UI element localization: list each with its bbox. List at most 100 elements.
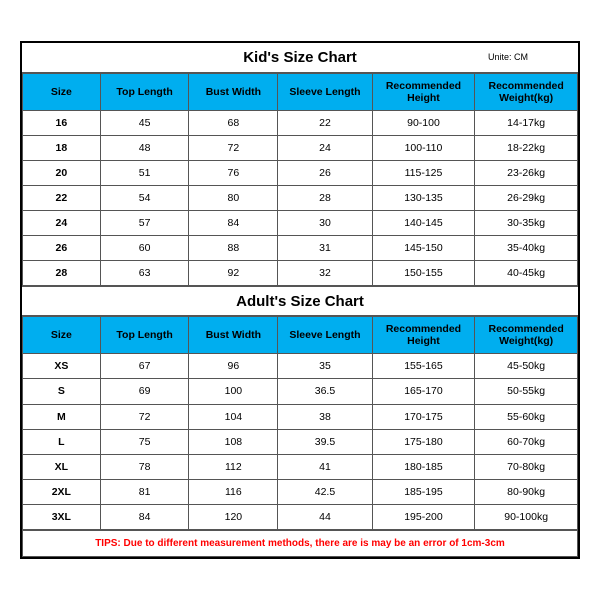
- table-cell: 45: [100, 110, 189, 135]
- unit-label: Unite: CM: [488, 52, 528, 62]
- table-cell: 130-135: [372, 186, 475, 211]
- table-cell: 60: [100, 236, 189, 261]
- kids-table: Size Top Length Bust Width Sleeve Length…: [22, 73, 578, 287]
- table-row: 28639232150-15540-45kg: [23, 261, 578, 286]
- table-cell: 39.5: [278, 429, 372, 454]
- table-cell: 140-145: [372, 211, 475, 236]
- table-row: 1645682290-10014-17kg: [23, 110, 578, 135]
- table-cell: 75: [100, 429, 189, 454]
- col-header: Bust Width: [189, 317, 278, 354]
- table-cell: 41: [278, 454, 372, 479]
- table-cell: 44: [278, 504, 372, 529]
- table-cell: 72: [189, 135, 278, 160]
- table-cell: 51: [100, 160, 189, 185]
- table-cell: 145-150: [372, 236, 475, 261]
- kids-title-row: Kid's Size Chart Unite: CM: [22, 43, 578, 73]
- table-cell: 96: [189, 354, 278, 379]
- col-header: Recommended Weight(kg): [475, 317, 578, 354]
- table-cell: 150-155: [372, 261, 475, 286]
- table-row: 20517626115-12523-26kg: [23, 160, 578, 185]
- table-cell: 80: [189, 186, 278, 211]
- table-cell: 24: [23, 211, 101, 236]
- table-cell: 63: [100, 261, 189, 286]
- table-row: 22548028130-13526-29kg: [23, 186, 578, 211]
- table-row: XS679635155-16545-50kg: [23, 354, 578, 379]
- table-cell: 23-26kg: [475, 160, 578, 185]
- adults-header-row: Size Top Length Bust Width Sleeve Length…: [23, 317, 578, 354]
- table-cell: 115-125: [372, 160, 475, 185]
- adults-table: Size Top Length Bust Width Sleeve Length…: [22, 316, 578, 530]
- table-cell: 22: [278, 110, 372, 135]
- table-cell: 36.5: [278, 379, 372, 404]
- table-cell: S: [23, 379, 101, 404]
- col-header: Top Length: [100, 317, 189, 354]
- table-cell: XL: [23, 454, 101, 479]
- table-cell: 112: [189, 454, 278, 479]
- table-cell: 70-80kg: [475, 454, 578, 479]
- table-row: 2XL8111642.5185-19580-90kg: [23, 479, 578, 504]
- table-cell: 72: [100, 404, 189, 429]
- table-cell: 185-195: [372, 479, 475, 504]
- table-cell: 42.5: [278, 479, 372, 504]
- tips-row: TIPS: Due to different measurement metho…: [23, 530, 578, 557]
- table-cell: 120: [189, 504, 278, 529]
- table-cell: 16: [23, 110, 101, 135]
- table-cell: 116: [189, 479, 278, 504]
- table-cell: 165-170: [372, 379, 475, 404]
- table-cell: 90-100kg: [475, 504, 578, 529]
- table-cell: 31: [278, 236, 372, 261]
- table-cell: 155-165: [372, 354, 475, 379]
- table-cell: 195-200: [372, 504, 475, 529]
- table-cell: 24: [278, 135, 372, 160]
- table-row: M7210438170-17555-60kg: [23, 404, 578, 429]
- table-cell: 175-180: [372, 429, 475, 454]
- table-cell: 3XL: [23, 504, 101, 529]
- table-cell: M: [23, 404, 101, 429]
- table-cell: 38: [278, 404, 372, 429]
- col-header: Bust Width: [189, 73, 278, 110]
- table-cell: 28: [278, 186, 372, 211]
- col-header: Top Length: [100, 73, 189, 110]
- adults-title-row: Adult's Size Chart: [22, 286, 578, 316]
- table-cell: 67: [100, 354, 189, 379]
- table-cell: 2XL: [23, 479, 101, 504]
- table-cell: 100-110: [372, 135, 475, 160]
- col-header: Recommended Weight(kg): [475, 73, 578, 110]
- kids-header-row: Size Top Length Bust Width Sleeve Length…: [23, 73, 578, 110]
- table-row: 26608831145-15035-40kg: [23, 236, 578, 261]
- table-cell: 180-185: [372, 454, 475, 479]
- kids-title: Kid's Size Chart: [243, 49, 357, 66]
- size-chart-container: Kid's Size Chart Unite: CM Size Top Leng…: [20, 41, 580, 560]
- table-cell: 60-70kg: [475, 429, 578, 454]
- table-row: S6910036.5165-17050-55kg: [23, 379, 578, 404]
- col-header: Sleeve Length: [278, 317, 372, 354]
- table-cell: 26-29kg: [475, 186, 578, 211]
- table-cell: 92: [189, 261, 278, 286]
- table-cell: 68: [189, 110, 278, 135]
- table-row: 3XL8412044195-20090-100kg: [23, 504, 578, 529]
- table-cell: 18-22kg: [475, 135, 578, 160]
- table-cell: 69: [100, 379, 189, 404]
- table-cell: 35-40kg: [475, 236, 578, 261]
- tips-text: TIPS: Due to different measurement metho…: [23, 530, 578, 557]
- table-cell: 22: [23, 186, 101, 211]
- table-cell: 30: [278, 211, 372, 236]
- table-cell: 55-60kg: [475, 404, 578, 429]
- table-cell: 48: [100, 135, 189, 160]
- table-cell: 80-90kg: [475, 479, 578, 504]
- adults-title: Adult's Size Chart: [236, 293, 364, 310]
- table-cell: L: [23, 429, 101, 454]
- table-cell: 20: [23, 160, 101, 185]
- table-cell: 28: [23, 261, 101, 286]
- table-row: L7510839.5175-18060-70kg: [23, 429, 578, 454]
- table-cell: 84: [100, 504, 189, 529]
- col-header: Size: [23, 73, 101, 110]
- table-cell: 76: [189, 160, 278, 185]
- col-header: Sleeve Length: [278, 73, 372, 110]
- table-cell: 108: [189, 429, 278, 454]
- table-cell: 81: [100, 479, 189, 504]
- table-cell: 78: [100, 454, 189, 479]
- col-header: Recommended Height: [372, 317, 475, 354]
- table-cell: XS: [23, 354, 101, 379]
- table-cell: 90-100: [372, 110, 475, 135]
